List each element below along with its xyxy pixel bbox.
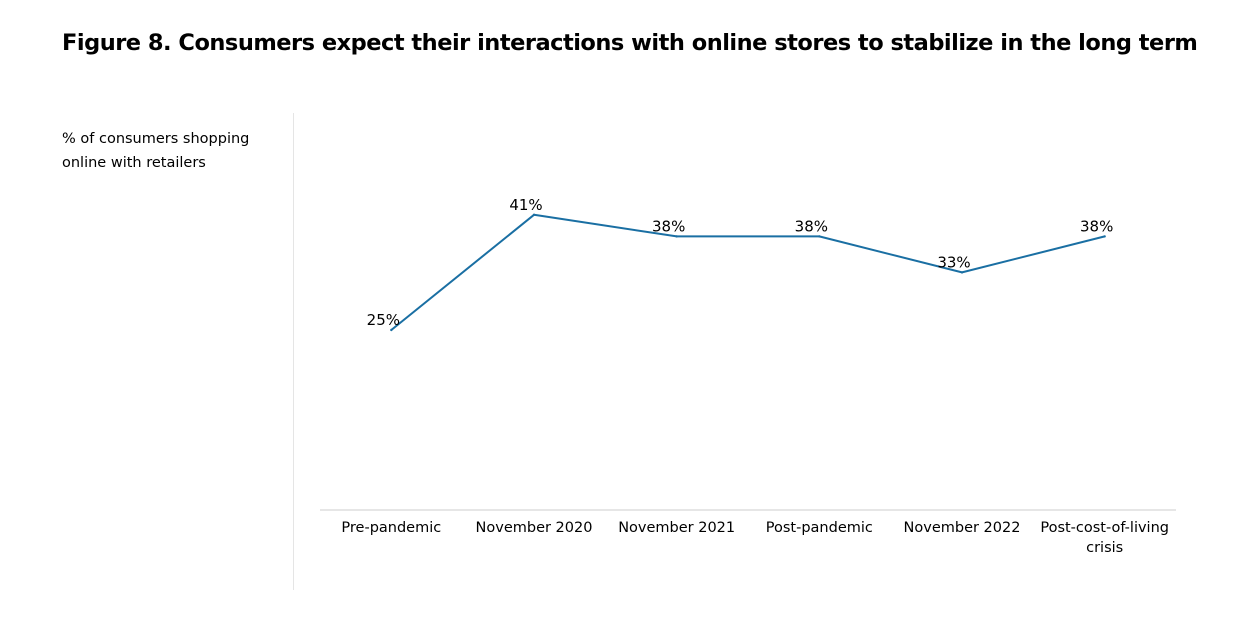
data-point xyxy=(675,235,678,238)
x-tick-label: November 2020 xyxy=(476,520,593,536)
data-label: 33% xyxy=(937,253,970,271)
data-point xyxy=(1103,235,1106,238)
chart-title: Figure 8. Consumers expect their interac… xyxy=(62,30,1198,56)
y-axis-label: % of consumers shopping online with reta… xyxy=(62,131,250,171)
x-tick-label: November 2021 xyxy=(618,520,735,536)
data-point xyxy=(390,328,393,332)
x-tick-label: Post-cost-of-living crisis xyxy=(1040,520,1169,556)
data-label: 38% xyxy=(795,217,828,235)
x-tick-label: Pre-pandemic xyxy=(341,520,441,536)
data-label: 41% xyxy=(509,196,542,214)
data-label: 38% xyxy=(652,217,685,235)
series-line xyxy=(390,213,1105,331)
data-label: 25% xyxy=(367,311,400,329)
x-tick-label: Post-pandemic xyxy=(766,520,873,536)
data-point xyxy=(818,235,821,238)
data-point xyxy=(532,213,536,216)
x-tick-label: November 2022 xyxy=(904,520,1021,536)
panel-divider xyxy=(293,113,294,590)
data-point xyxy=(960,271,964,274)
data-label: 38% xyxy=(1080,217,1113,235)
